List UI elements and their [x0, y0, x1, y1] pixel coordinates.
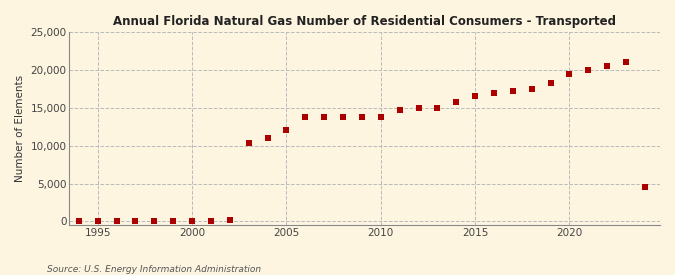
Point [224, 218, 235, 222]
Point [375, 115, 386, 119]
Point [545, 81, 556, 86]
Point [111, 219, 122, 223]
Point [451, 100, 462, 104]
Point [262, 136, 273, 140]
Point [620, 60, 631, 64]
Text: Source: U.S. Energy Information Administration: Source: U.S. Energy Information Administ… [47, 265, 261, 274]
Point [508, 89, 518, 93]
Point [74, 219, 84, 223]
Point [281, 128, 292, 133]
Point [243, 141, 254, 145]
Point [394, 108, 405, 112]
Point [356, 115, 367, 119]
Point [338, 115, 348, 119]
Point [149, 219, 160, 223]
Point [526, 87, 537, 91]
Point [432, 106, 443, 110]
Point [602, 64, 613, 68]
Point [489, 90, 500, 95]
Title: Annual Florida Natural Gas Number of Residential Consumers - Transported: Annual Florida Natural Gas Number of Res… [113, 15, 616, 28]
Point [168, 219, 179, 223]
Point [470, 94, 481, 98]
Point [300, 115, 310, 119]
Point [319, 115, 329, 119]
Point [413, 106, 424, 111]
Point [564, 72, 575, 77]
Point [583, 68, 594, 72]
Point [130, 219, 141, 223]
Point [92, 219, 103, 223]
Point [639, 184, 650, 189]
Point [187, 219, 198, 223]
Y-axis label: Number of Elements: Number of Elements [15, 75, 25, 182]
Point [206, 218, 217, 223]
